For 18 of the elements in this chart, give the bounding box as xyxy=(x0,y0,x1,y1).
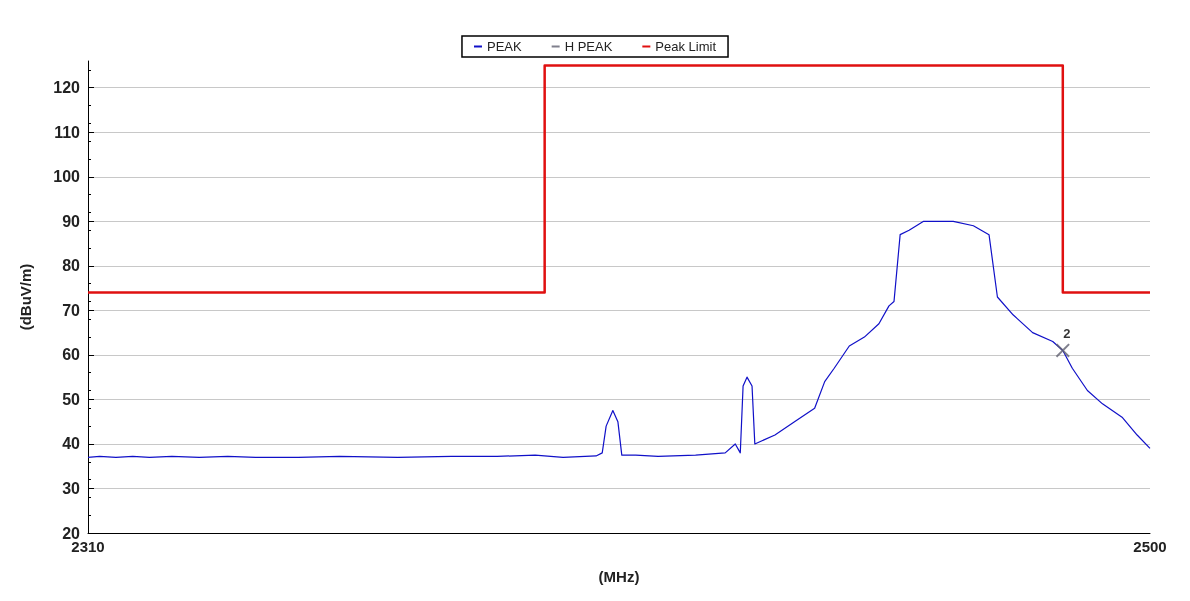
x-axis-title: (MHz) xyxy=(598,568,640,585)
x-tick-label: 2500 xyxy=(1133,538,1167,555)
y-tick-label: 120 xyxy=(53,79,81,97)
y-tick-label: 90 xyxy=(62,212,81,230)
y-axis-title: (dBuV/m) xyxy=(17,263,34,331)
y-tick-label: 60 xyxy=(62,346,81,364)
annotation: 2 xyxy=(1063,326,1071,342)
y-tick-label: 100 xyxy=(53,168,81,186)
legend-label: PEAK xyxy=(486,39,522,54)
legend-label: Peak Limit xyxy=(655,39,717,54)
y-tick-label: 30 xyxy=(62,479,81,497)
y-tick-label: 110 xyxy=(54,123,81,141)
y-tick-label: 70 xyxy=(62,301,81,319)
y-tick-label: 80 xyxy=(62,257,81,275)
line-series xyxy=(87,220,1151,458)
legend-label: H PEAK xyxy=(564,39,613,54)
y-tick-label: 40 xyxy=(62,435,81,453)
y-tick-label: 50 xyxy=(62,390,81,408)
